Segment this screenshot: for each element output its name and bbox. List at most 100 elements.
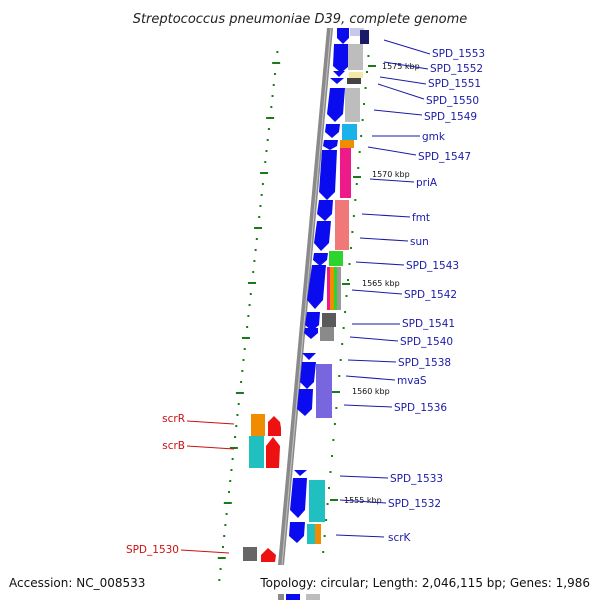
gene-arrow-scrK (289, 522, 305, 543)
gene-label-scrR: scrR (162, 413, 185, 425)
gene-arrow-SPD_1532 (290, 478, 307, 518)
leader-line (345, 375, 396, 381)
leader-line (361, 213, 411, 218)
gene-arrow-SPD_1553 (337, 28, 349, 44)
forward-strand-genes (286, 28, 350, 600)
gene-label-SPD_1533: SPD_1533 (390, 473, 443, 485)
bar-scrK-a (307, 524, 316, 544)
leader-line (367, 146, 417, 156)
bar-gmk (342, 124, 357, 140)
bar-scrK-b (315, 524, 321, 544)
guide-ticks (217, 51, 281, 581)
bar-SPD_1542-b (330, 267, 334, 310)
gene-arrow-SPD_1550 (327, 88, 345, 122)
scale-mark-label: 1560 kbp (352, 387, 390, 396)
SPD_1530-function-bar (243, 547, 257, 561)
gene-arrow-SPD_1542 (307, 265, 326, 309)
bar-priA (340, 148, 351, 198)
gene-arrow-SPD_1551b (330, 78, 344, 84)
leader-line (349, 336, 399, 342)
scrR-function-bar (251, 414, 265, 436)
reverse-strand-genes (243, 414, 281, 562)
gene-label-SPD_1536: SPD_1536 (394, 402, 447, 414)
scale-mark-label: 1565 kbp (362, 279, 400, 288)
gene-label-gmk: gmk (422, 131, 446, 143)
axis-continuation (278, 594, 284, 600)
bar-fmt-sun (335, 200, 349, 250)
bar-SPD_1553 (350, 28, 364, 36)
accession-text: Accession: NC_008533 (9, 576, 145, 590)
genome-axis (278, 27, 333, 600)
leader-line (347, 359, 397, 363)
leader-line (373, 109, 423, 116)
gene-label-SPD_1550: SPD_1550 (426, 95, 479, 107)
bar-SPD_1542-d (337, 267, 341, 310)
bar-mvaS (316, 364, 332, 418)
bar-SPD_1551 (349, 72, 363, 78)
SPD_1530-arrow (261, 548, 276, 562)
gene-label-SPD_1540: SPD_1540 (400, 336, 453, 348)
gene-arrow-SPD_1540 (304, 328, 318, 339)
gene-arrow-priA (319, 150, 337, 200)
leader-line (339, 475, 389, 479)
bar-SPD_1542-a (327, 267, 330, 310)
gene-label-SPD_1538: SPD_1538 (398, 357, 451, 369)
bar-SPD_1547 (340, 140, 354, 148)
gene-label-fmt: fmt (412, 212, 430, 224)
bar-SPD_1553-dark (360, 30, 369, 44)
leader-line (186, 420, 235, 425)
gene-arrow-SPD_1547 (323, 140, 338, 150)
bar-SPD_1532 (309, 480, 325, 522)
gene-label-SPD_1530: SPD_1530 (126, 544, 179, 556)
gene-arrow-SPD_1536 (297, 389, 313, 416)
axis-highlight (281, 27, 332, 566)
scale-marks: 1575 kbp 1570 kbp 1565 kbp 1560 kbp 1555… (330, 62, 420, 505)
forward-gene-labels: SPD_1553 SPD_1552 SPD_1551 SPD_1550 SPD_… (335, 39, 485, 544)
leader-line (359, 237, 409, 242)
scrR-arrow (268, 416, 281, 436)
forward-function-bars (306, 28, 369, 600)
bar-SPD_1540 (320, 327, 334, 341)
gene-label-SPD_1542: SPD_1542 (404, 289, 457, 301)
gene-label-scrB: scrB (162, 440, 185, 452)
leader-line (186, 445, 235, 450)
leader-line (343, 404, 393, 408)
gene-arrow-SPD_1543 (313, 253, 328, 266)
leader-line (369, 178, 415, 183)
gene-label-SPD_1551: SPD_1551 (428, 78, 481, 90)
gene-arrow-SPD_1538 (302, 353, 316, 360)
genome-summary-text: Topology: circular; Length: 2,046,115 bp… (259, 576, 590, 590)
leader-line (379, 76, 427, 85)
bar-SPD_1542-c (334, 267, 337, 310)
gene-label-SPD_1553: SPD_1553 (432, 48, 485, 60)
gene-label-SPD_1549: SPD_1549 (424, 111, 477, 123)
leader-line (377, 83, 425, 100)
scrB-arrow (266, 437, 280, 468)
gene-arrow-mvaS (300, 362, 316, 389)
leader-line (351, 289, 403, 295)
gene-arrow-SPD_1533 (294, 470, 307, 476)
scale-mark-label: 1575 kbp (382, 62, 420, 71)
bar-continuation (306, 594, 320, 600)
map-title: Streptococcus pneumoniae D39, complete g… (133, 12, 468, 27)
gene-arrow-SPD_1551 (333, 71, 345, 77)
bar-SPD_1550 (345, 88, 360, 122)
gene-label-SPD_1532: SPD_1532 (388, 498, 441, 510)
gene-label-SPD_1543: SPD_1543 (406, 260, 459, 272)
gene-label-priA: priA (416, 177, 438, 189)
gene-arrow-fmt (317, 200, 333, 221)
reverse-gene-labels: scrR scrB SPD_1530 (126, 413, 235, 556)
leader-line (339, 499, 387, 504)
bar-SPD_1541 (322, 313, 336, 327)
gene-label-sun: sun (410, 236, 429, 248)
gene-arrow-gmk (325, 124, 340, 138)
bar-SPD_1551-dark (347, 78, 361, 84)
gene-arrow-sun (314, 221, 331, 251)
gene-arrow-SPD_1541 (305, 312, 320, 331)
leader-line (180, 549, 230, 554)
gene-label-mvaS: mvaS (397, 375, 427, 387)
bar-SPD_1543 (329, 251, 343, 266)
leader-line (335, 534, 385, 538)
